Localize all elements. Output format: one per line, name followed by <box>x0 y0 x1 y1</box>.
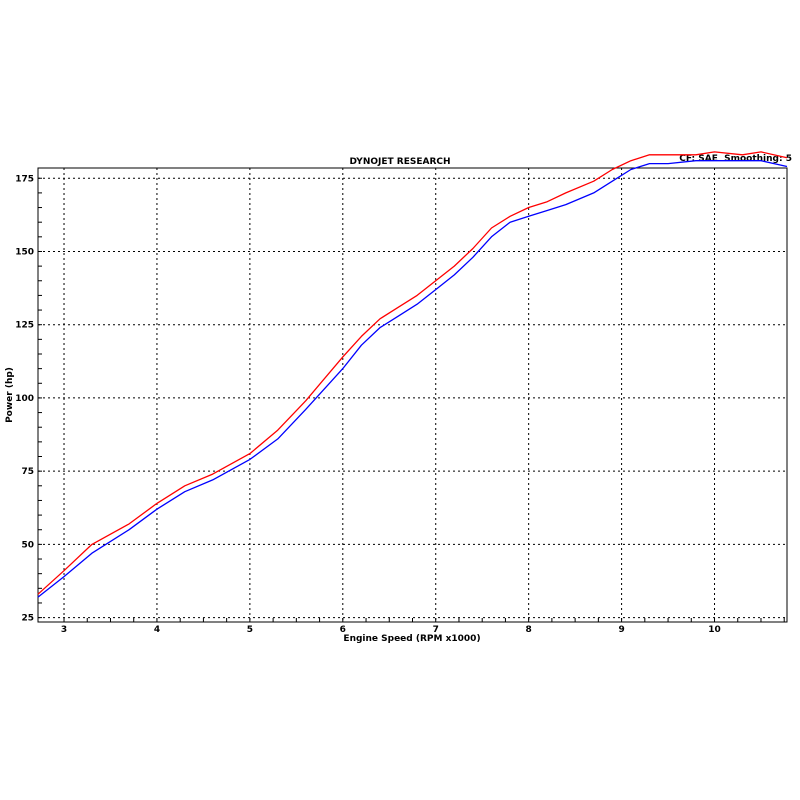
y-tick-labels: 25 50 75 100 125 150 175 <box>15 174 34 623</box>
grid-lines <box>38 168 787 622</box>
y-tick-label: 50 <box>21 540 34 550</box>
y-tick-label: 25 <box>21 614 34 624</box>
x-tick-label: 8 <box>526 625 532 635</box>
x-tick-label: 5 <box>247 625 253 635</box>
x-tick-labels: 3 4 5 6 7 8 9 10 <box>61 625 721 635</box>
series-line-1 <box>37 151 788 595</box>
corner-label: CF: SAE Smoothing: 5 <box>679 154 792 164</box>
x-tick-label: 6 <box>340 625 346 635</box>
x-axis-label: Engine Speed (RPM x1000) <box>343 634 480 644</box>
minor-ticks <box>38 177 785 622</box>
series-line-2 <box>37 160 788 598</box>
x-tick-label: 7 <box>433 625 439 635</box>
x-tick-label: 10 <box>708 625 721 635</box>
x-tick-label: 4 <box>154 625 160 635</box>
series-lines <box>37 151 788 598</box>
x-tick-label: 3 <box>61 625 67 635</box>
x-tick-label: 9 <box>618 625 624 635</box>
y-tick-label: 100 <box>15 394 34 404</box>
y-tick-label: 75 <box>21 467 34 477</box>
y-tick-label: 175 <box>15 174 34 184</box>
plot-frame <box>37 167 788 623</box>
y-axis-label: Power (hp) <box>5 367 15 423</box>
y-tick-label: 150 <box>15 247 34 257</box>
chart-title: DYNOJET RESEARCH <box>349 157 450 167</box>
y-tick-label: 125 <box>15 321 34 331</box>
